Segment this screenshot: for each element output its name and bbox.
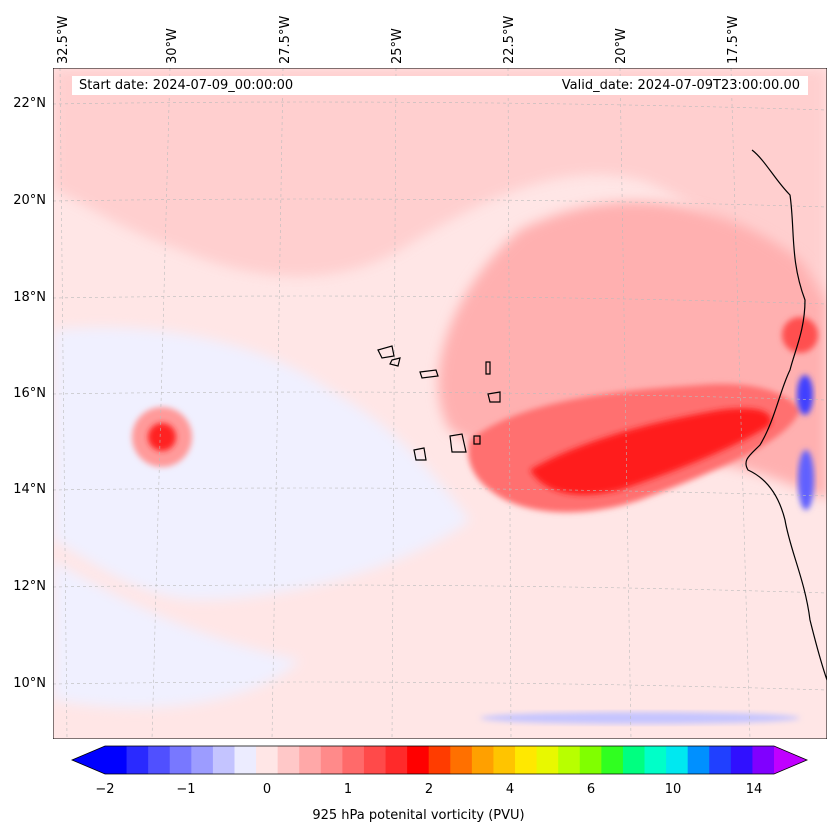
pv-vortex-west-core bbox=[148, 423, 176, 451]
colorbar-cell bbox=[212, 746, 236, 774]
colorbar-cell bbox=[407, 746, 430, 774]
colorbar-cell bbox=[644, 746, 667, 774]
pv-map bbox=[53, 68, 827, 739]
pv-south-blue bbox=[480, 712, 800, 724]
colorbar-cell bbox=[299, 746, 322, 774]
colorbar-tick: 1 bbox=[343, 782, 353, 797]
colorbar-cell bbox=[428, 746, 451, 774]
cape-verde-island bbox=[449, 433, 467, 453]
colorbar-cell bbox=[169, 746, 192, 774]
colorbar-cell bbox=[558, 746, 581, 774]
colorbar-cell bbox=[277, 746, 300, 774]
lat-label: 22°N bbox=[13, 96, 46, 111]
colorbar-cell bbox=[126, 746, 149, 774]
colorbar-tick: 4 bbox=[505, 782, 515, 797]
colorbar-cell bbox=[536, 746, 559, 774]
colorbar-cell bbox=[493, 746, 516, 774]
colorbar-cell bbox=[730, 746, 754, 774]
colorbar-cell bbox=[363, 746, 387, 774]
start-date: Start date: 2024-07-09_00:00:00 bbox=[79, 78, 294, 93]
colorbar-cell bbox=[601, 746, 624, 774]
colorbar-cell bbox=[148, 746, 171, 774]
colorbar-title: 925 hPa potenital vorticity (PVU) bbox=[312, 808, 525, 823]
lon-label: 22.5°W bbox=[502, 15, 517, 64]
colorbar-under-arrow bbox=[72, 746, 105, 774]
colorbar-tick: 6 bbox=[586, 782, 596, 797]
cape-verde-island bbox=[419, 369, 439, 379]
pv-core bbox=[530, 408, 771, 495]
cape-verde-island bbox=[487, 391, 501, 403]
colorbar-cell bbox=[342, 746, 365, 774]
cape-verde-island bbox=[377, 345, 395, 359]
lon-label: 27.5°W bbox=[278, 15, 293, 64]
colorbar-over-arrow bbox=[774, 746, 807, 774]
colorbar-tick: 2 bbox=[424, 782, 434, 797]
cape-verde-island bbox=[413, 447, 427, 461]
lat-label: 18°N bbox=[13, 290, 46, 305]
cape-verde-island bbox=[485, 361, 491, 375]
lon-label: 25°W bbox=[390, 28, 405, 64]
colorbar-tick: −1 bbox=[176, 782, 196, 797]
coastline bbox=[377, 149, 827, 681]
lat-label: 20°N bbox=[13, 193, 46, 208]
colorbar-tick: −2 bbox=[95, 782, 115, 797]
lat-label: 14°N bbox=[13, 482, 46, 497]
valid-date: Valid_date: 2024-07-09T23:00:00.00 bbox=[561, 78, 800, 93]
colorbar bbox=[70, 745, 809, 775]
lon-label: 20°W bbox=[614, 28, 629, 64]
cape-verde-island bbox=[389, 357, 401, 367]
colorbar-cell bbox=[234, 746, 257, 774]
pv-coast-blue-2 bbox=[798, 450, 814, 510]
colorbar-cell bbox=[105, 746, 128, 774]
colorbar-cell bbox=[320, 746, 343, 774]
colorbar-cell bbox=[450, 746, 473, 774]
colorbar-outline bbox=[70, 745, 809, 775]
colorbar-tick: 14 bbox=[745, 782, 763, 797]
colorbar-cell bbox=[666, 746, 689, 774]
colorbar-cell bbox=[471, 746, 495, 774]
lon-label: 32.5°W bbox=[56, 15, 71, 64]
date-info-box: Start date: 2024-07-09_00:00:00 Valid_da… bbox=[72, 76, 808, 95]
colorbar-cell bbox=[709, 746, 732, 774]
pv-neutral-west bbox=[53, 560, 300, 708]
colorbar-cell bbox=[752, 746, 775, 774]
graticule bbox=[53, 68, 827, 739]
lat-label: 12°N bbox=[13, 579, 46, 594]
colorbar-cell bbox=[515, 746, 538, 774]
colorbar-tick: 0 bbox=[262, 782, 272, 797]
pv-positive-north bbox=[53, 68, 827, 300]
colorbar-cells bbox=[70, 745, 809, 775]
colorbar-cell bbox=[256, 746, 279, 774]
colorbar-cell bbox=[687, 746, 710, 774]
colorbar-cell bbox=[191, 746, 214, 774]
colorbar-tick: 10 bbox=[664, 782, 682, 797]
pv-coast-blue-1 bbox=[797, 375, 813, 415]
lon-label: 17.5°W bbox=[726, 15, 741, 64]
cape-verde-island bbox=[473, 435, 481, 445]
lon-label: 30°W bbox=[165, 28, 180, 64]
colorbar-cell bbox=[385, 746, 408, 774]
africa-coastline bbox=[745, 149, 827, 681]
colorbar-cell bbox=[622, 746, 646, 774]
colorbar-cell bbox=[579, 746, 602, 774]
lat-label: 10°N bbox=[13, 676, 46, 691]
pv-neutral-band bbox=[53, 327, 470, 600]
lat-label: 16°N bbox=[13, 386, 46, 401]
